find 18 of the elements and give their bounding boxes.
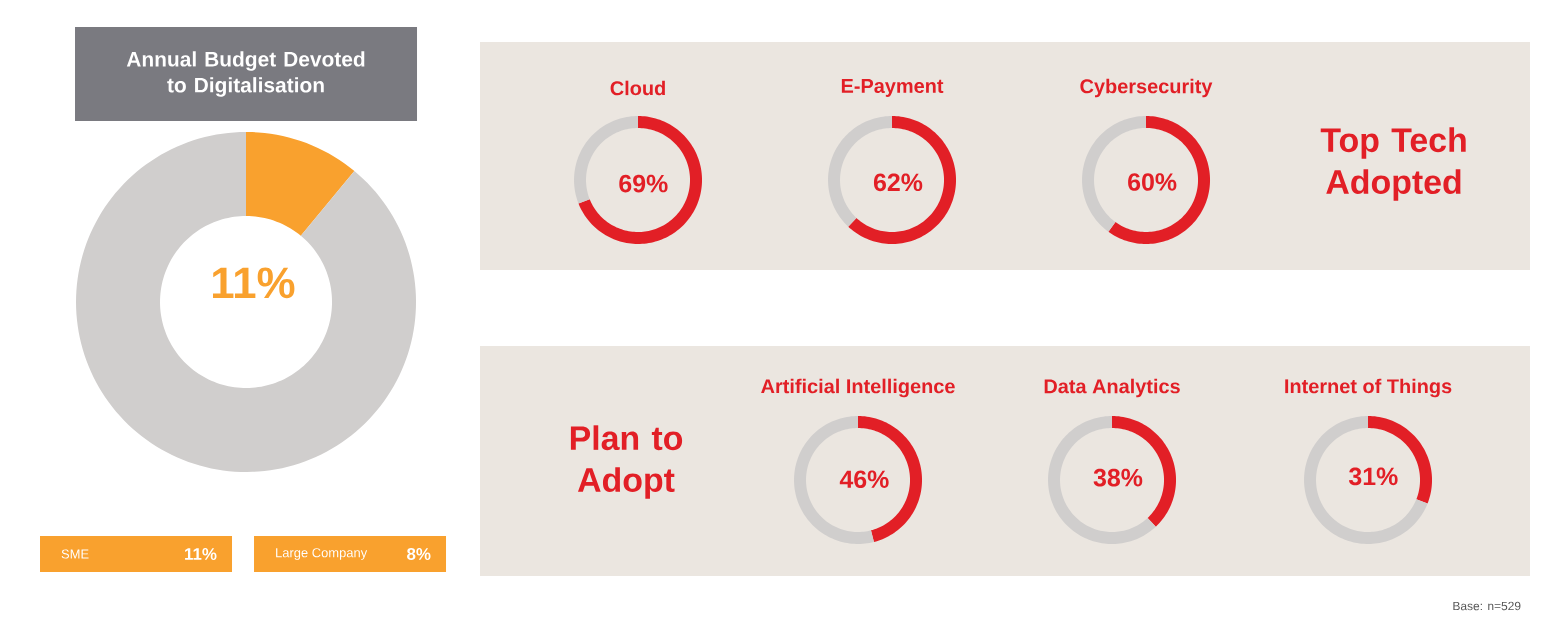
chart-title: Internet of Things (1285, 378, 1452, 398)
data-label: 62% (873, 173, 923, 192)
chart-title: Artificial Intelligence (761, 378, 955, 398)
chart-title: E-Payment (841, 79, 944, 97)
data-label: 11% (213, 267, 295, 299)
chart-title: Data Analytics (1044, 378, 1180, 398)
text: Plan to Adopt (570, 425, 683, 499)
text: Top Tech Adopted (1320, 127, 1466, 201)
text: 11% (185, 548, 217, 560)
data-label: 69% (619, 174, 668, 193)
data-label: 60% (1128, 173, 1177, 191)
text: 8% (407, 548, 431, 560)
chart-title: Annual Budget Devoted to Digitalisation (126, 51, 365, 97)
data-label: 31% (1348, 467, 1398, 486)
chart-title: Cybersecurity (1080, 78, 1213, 98)
chart-title: Cloud (610, 80, 665, 96)
data-label: 46% (839, 470, 889, 489)
data-label: 38% (1093, 468, 1143, 487)
